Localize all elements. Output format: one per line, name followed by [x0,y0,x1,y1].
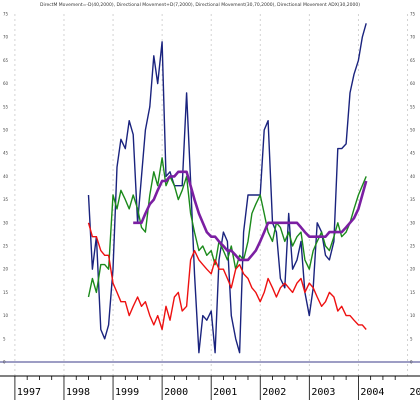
series-line-1 [87,157,367,298]
y-tick-left-0: 0 [3,360,6,365]
y-tick-right-10: 50 [410,128,416,133]
x-tick-label-4: 2001 [213,387,237,398]
y-tick-left-10: 50 [3,128,9,133]
x-tick-label-6: 2003 [311,387,335,398]
y-tick-left-9: 45 [3,151,9,156]
y-tick-left-5: 25 [3,244,9,249]
y-tick-right-4: 20 [410,267,416,272]
y-tick-left-6: 30 [3,220,9,225]
y-tick-left-8: 40 [3,174,9,179]
series-line-3 [133,170,368,262]
y-tick-right-13: 65 [410,58,416,63]
y-tick-left-1: 5 [3,336,6,341]
y-tick-left-7: 35 [3,197,9,202]
y-tick-left-4: 20 [3,267,9,272]
y-tick-right-2: 10 [410,313,416,318]
y-tick-right-14: 70 [410,35,416,40]
y-axis-left: 0 5 10 15 20 25 30 35 40 45 50 55 60 65 70 75 [3,12,9,365]
series-line-0 [87,23,367,354]
x-tick-label-2: 1999 [115,387,139,398]
y-tick-right-15: 75 [410,12,416,17]
y-tick-left-13: 65 [3,58,9,63]
series-group [87,23,368,354]
y-tick-left-15: 75 [3,12,9,17]
y-tick-left-14: 70 [3,35,9,40]
y-tick-right-7: 35 [410,197,416,202]
y-tick-right-6: 30 [410,220,416,225]
x-axis: 1997 1998 1999 2000 2001 2002 2003 2004 200 [0,375,420,400]
series-line-2 [87,222,367,331]
y-tick-right-5: 25 [410,244,416,249]
y-tick-left-3: 15 [3,290,9,295]
y-tick-right-9: 45 [410,151,416,156]
x-tick-label-8: 200 [409,387,420,398]
y-tick-left-11: 55 [3,104,9,109]
y-tick-left-2: 10 [3,313,9,318]
chart-title: DirectM Movement=-D(40,2000), Directiona… [40,2,360,8]
x-tick-label-7: 2004 [360,387,384,398]
x-tick-label-3: 2000 [164,387,188,398]
y-tick-right-8: 40 [410,174,416,179]
x-tick-label-5: 2002 [262,387,286,398]
y-tick-right-3: 15 [410,290,416,295]
y-tick-right-0: 0 [410,360,413,365]
x-tick-label-1: 1998 [66,387,90,398]
y-tick-right-12: 60 [410,81,416,86]
y-tick-right-11: 55 [410,104,416,109]
x-tick-label-0: 1997 [17,387,41,398]
y-tick-left-12: 60 [3,81,9,86]
y-axis-right: 0 5 10 15 20 25 30 35 40 45 50 55 60 65 70 75 [410,12,416,365]
y-tick-right-1: 5 [410,336,413,341]
